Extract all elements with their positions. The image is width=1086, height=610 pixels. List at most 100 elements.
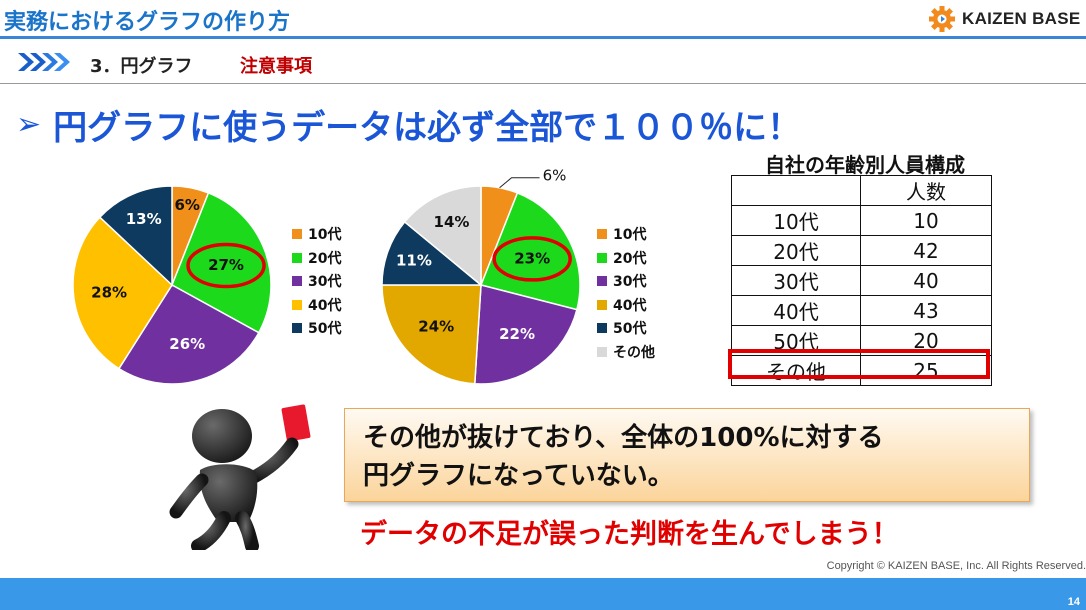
legend-item: その他: [597, 342, 655, 362]
legend-label: 50代: [308, 321, 342, 337]
table-cell: 43: [860, 295, 992, 326]
pie-slice: [117, 284, 260, 385]
pie-slice: [479, 191, 581, 311]
table-header-row: 人数: [731, 175, 992, 206]
legend-item: 10代: [597, 224, 646, 244]
legend-swatch: [597, 299, 607, 310]
legend-swatch: [292, 276, 302, 286]
gear-icon: [929, 6, 955, 32]
legend-label: 50代: [613, 321, 647, 337]
legend-label: 10代: [613, 227, 647, 243]
copyright: Copyright © KAIZEN BASE, Inc. All Rights…: [826, 560, 1086, 572]
table-cell: 40: [860, 265, 992, 296]
table-highlight-box: [728, 349, 990, 379]
warning-text: データの不足が誤った判断を生んでしまう！: [360, 519, 899, 550]
pie-data-label: 22%: [499, 325, 535, 343]
highlight-circle: [492, 236, 572, 282]
legend-label: 30代: [308, 274, 342, 290]
pie-chart-1: 6% 27% 26% 28% 13%: [72, 185, 272, 385]
pie-data-label: 23%: [514, 249, 550, 267]
pie-slice: [72, 216, 173, 370]
pie-data-label: 14%: [434, 213, 470, 231]
pie-data-label: 26%: [169, 335, 205, 353]
legend-label: 40代: [613, 297, 647, 314]
pie-data-label: 11%: [396, 251, 432, 269]
pie-data-label: 24%: [418, 318, 454, 336]
pie-slice: [381, 284, 482, 385]
table-row: その他 25: [731, 355, 992, 386]
pie-slice: [403, 185, 482, 287]
pie-data-label: 27%: [208, 256, 244, 274]
leader-line: [499, 177, 540, 189]
legend-swatch: [292, 252, 302, 263]
table-row: 30代 40: [731, 265, 992, 296]
chevron-arrows-icon: [18, 53, 70, 71]
legend-item: 20代: [292, 248, 341, 268]
legend-item: 40代: [597, 295, 646, 315]
table-row: 20代 42: [731, 235, 992, 266]
table-title: 自社の年齢別人員構成: [765, 153, 965, 177]
table-cell: その他: [731, 355, 861, 386]
legend-swatch: [597, 252, 607, 263]
legend-swatch: [597, 229, 607, 239]
legend-label: その他: [613, 344, 655, 361]
page-title: 実務におけるグラフの作り方: [4, 10, 291, 35]
callout-line-1: その他が抜けており、全体の100%に対する: [363, 423, 884, 453]
table-header-cell: [731, 175, 861, 206]
legend-item: 30代: [597, 271, 646, 291]
legend-item: 10代: [292, 224, 341, 244]
legend-item: 50代: [597, 318, 646, 338]
table-header-cell: 人数: [860, 175, 992, 206]
legend-item: 40代: [292, 295, 341, 315]
callout-line-2: 円グラフになっていない。: [363, 461, 674, 491]
table-cell: 30代: [731, 265, 861, 296]
highlight-circle: [186, 242, 266, 289]
table-cell: 10代: [731, 205, 861, 236]
chart2-legend: 10代 20代 30代 40代 50代その他: [597, 224, 667, 364]
pie-data-label: 6%: [543, 166, 567, 184]
footer-bar: [0, 578, 1086, 610]
headline-text: 円グラフに使うデータは必ず全部で１００％に！: [53, 108, 802, 148]
section-note: 注意事項: [240, 56, 312, 77]
legend-swatch: [292, 299, 302, 310]
legend-item: 20代: [597, 248, 646, 268]
table-cell: 42: [860, 235, 992, 266]
headline: ➢ 円グラフに使うデータは必ず全部で１００％に！: [16, 100, 801, 149]
pie-slice: [473, 284, 578, 385]
legend-label: 10代: [308, 227, 342, 243]
arrow-bullet-icon: ➢: [16, 107, 42, 142]
legend-label: 30代: [613, 274, 647, 290]
referee-red-card-icon: [169, 404, 311, 550]
pie-data-label: 28%: [91, 283, 127, 301]
chart1-legend: 10代 20代 30代 40代 50代: [292, 224, 362, 354]
legend-label: 40代: [308, 297, 342, 314]
page-number: 14: [1067, 596, 1080, 608]
age-table: 人数 10代 10 20代 42 30代 40 40代 43 50代 20 その…: [731, 175, 992, 386]
legend-label: 20代: [613, 250, 647, 267]
pie-data-label: 13%: [126, 210, 162, 228]
legend-swatch: [597, 346, 607, 357]
callout-box: その他が抜けており、全体の100%に対する 円グラフになっていない。: [344, 408, 1030, 502]
section-divider: [0, 83, 1086, 84]
table-row: 40代 43: [731, 295, 992, 326]
legend-swatch: [597, 323, 607, 333]
pie-chart-2: 6% 23% 22% 24% 11% 14%: [381, 166, 581, 385]
pie-slice: [98, 185, 173, 287]
logo-text: KAIZEN BASE: [962, 9, 1081, 28]
legend-label: 20代: [308, 250, 342, 267]
legend-item: 30代: [292, 271, 341, 291]
table-cell: 20代: [731, 235, 861, 266]
pie-slice: [381, 220, 484, 286]
table-cell: 10: [860, 205, 992, 236]
legend-item: 50代: [292, 318, 341, 338]
table-cell: 40代: [731, 295, 861, 326]
header-divider: [0, 36, 1086, 39]
section-label: 3．円グラフ: [90, 56, 193, 77]
legend-swatch: [292, 229, 302, 239]
table-row: 10代 10: [731, 205, 992, 236]
pie-data-label: 6%: [174, 196, 199, 214]
legend-swatch: [292, 323, 302, 333]
logo: KAIZEN BASE: [928, 4, 1081, 34]
legend-swatch: [597, 276, 607, 286]
